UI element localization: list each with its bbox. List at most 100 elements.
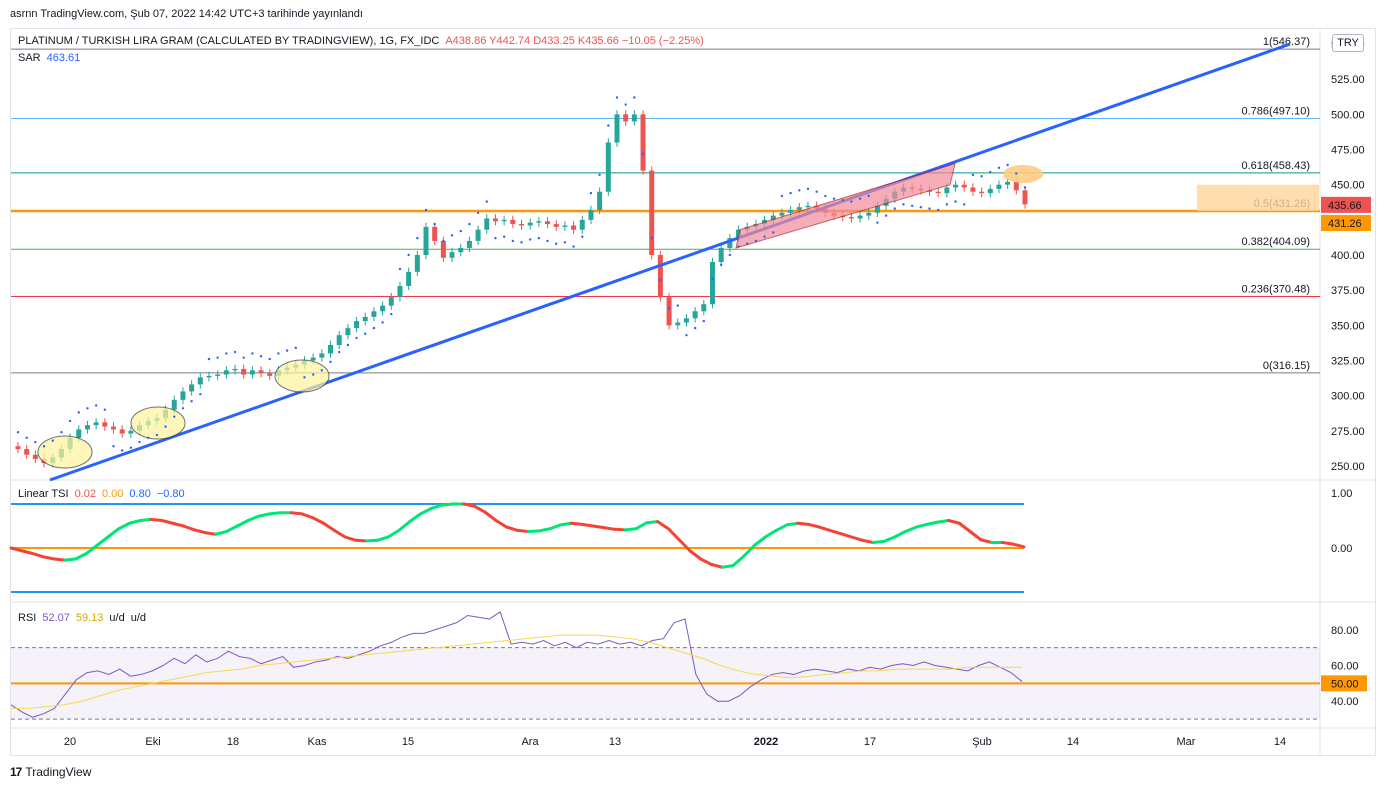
sar-value: 463.61: [46, 52, 81, 64]
sar-dot: [633, 96, 636, 99]
time-tick-label: Şub: [972, 736, 992, 748]
tsi-line-segment: [365, 538, 379, 543]
sar-dot: [34, 440, 37, 444]
tsi-line-segment: [828, 528, 843, 536]
sar-dot: [459, 229, 462, 233]
sar-dot: [329, 360, 332, 364]
candle-body: [510, 219, 516, 225]
sar-dot: [468, 222, 471, 226]
candle-body: [362, 316, 368, 322]
currency-selector[interactable]: TRY: [1332, 34, 1364, 52]
candle-body: [15, 446, 21, 450]
price-tick-label: 375.00: [1331, 285, 1365, 297]
tsi-line-segment: [192, 528, 207, 535]
candle-body: [597, 191, 603, 210]
candle-body: [449, 252, 455, 258]
tsi-line-segment: [95, 535, 110, 547]
sar-dot: [572, 245, 575, 248]
sar-dot: [68, 419, 72, 423]
sar-dot: [919, 205, 923, 209]
tsi-line-segment: [559, 521, 573, 527]
sar-dot: [650, 236, 653, 240]
rsi-value-1: 52.07: [42, 612, 70, 624]
candle-body: [232, 368, 238, 371]
tsi-line-segment: [839, 532, 854, 539]
tsi-line-segment: [903, 525, 918, 533]
last-price-tag: [1321, 196, 1371, 213]
last-price-label: 435.66: [1328, 200, 1362, 212]
candle-body: [527, 222, 533, 226]
tsi-line-segment: [9, 546, 24, 553]
sar-dot: [372, 326, 376, 330]
fib-level-label: 0(316.15): [1263, 360, 1310, 372]
sar-dot: [311, 373, 315, 376]
price-tick-label: 500.00: [1331, 109, 1365, 121]
candle-body: [979, 191, 985, 194]
candle-body: [545, 221, 551, 225]
candle-body: [666, 297, 672, 326]
sar-dot: [728, 253, 732, 257]
candle-body: [805, 205, 811, 208]
tsi-value-1: 0.02: [74, 488, 96, 500]
candle-body: [562, 225, 568, 227]
sar-dot: [711, 277, 714, 281]
sar-dot: [945, 203, 949, 206]
tsi-line-segment: [753, 535, 767, 547]
tsi-line-segment: [20, 549, 35, 555]
tsi-tick-label: 0.00: [1331, 543, 1352, 555]
candle-body: [484, 218, 490, 230]
sar-dot: [789, 191, 792, 195]
sar-dot: [746, 242, 749, 245]
tsi-line-segment: [806, 522, 821, 529]
candle-body: [675, 322, 681, 326]
tsi-line-segment: [968, 530, 983, 542]
tsi-line-segment: [634, 521, 649, 531]
tsi-line-segment: [666, 527, 681, 542]
tsi-line-segment: [268, 511, 282, 516]
candle-body: [953, 184, 959, 188]
candle-body: [215, 374, 221, 376]
tsi-line-segment: [386, 528, 401, 539]
tsi-line-segment: [300, 512, 315, 520]
candle-body: [553, 224, 559, 227]
sar-dot: [181, 407, 185, 410]
tsi-line-segment: [1000, 541, 1015, 546]
tsi-line-segment: [311, 516, 326, 525]
sar-dot: [485, 200, 488, 203]
candle-body: [657, 255, 663, 298]
fib-level-label: 0.618(458.43): [1242, 160, 1311, 172]
tsi-line-segment: [429, 503, 444, 510]
time-tick-label: Ara: [521, 736, 539, 748]
candle-body: [380, 305, 386, 312]
time-tick-label: 20: [64, 736, 76, 748]
sar-dot: [980, 175, 983, 178]
candle-body: [492, 218, 498, 222]
sar-dot: [1023, 186, 1027, 189]
tsi-line-segment: [860, 538, 875, 544]
sar-dot: [355, 336, 358, 340]
tsi-line-segment: [483, 510, 498, 522]
sar-dot: [607, 124, 610, 127]
sar-dot: [798, 189, 801, 192]
tsi-line-segment: [375, 535, 390, 542]
tsi-tick-label: 1.00: [1331, 488, 1352, 500]
tsi-line-segment: [526, 529, 541, 533]
time-tick-label: 15: [402, 736, 414, 748]
sar-dot: [268, 357, 271, 361]
brand-name: TradingView: [25, 765, 92, 779]
time-tick-label: 13: [609, 736, 621, 748]
sar-dot: [450, 234, 454, 237]
candle-body: [874, 205, 880, 213]
tsi-line-segment: [149, 517, 164, 522]
sar-dot: [42, 445, 46, 448]
candle-body: [128, 430, 134, 434]
tsi-line-segment: [925, 520, 940, 526]
candle-body: [1013, 181, 1019, 191]
candle-body: [388, 297, 394, 306]
candle-body: [110, 426, 116, 430]
footer-brand: 17 TradingView: [10, 765, 91, 779]
sar-dot: [390, 312, 393, 316]
candle-body: [987, 188, 993, 194]
tsi-line-segment: [117, 521, 132, 531]
